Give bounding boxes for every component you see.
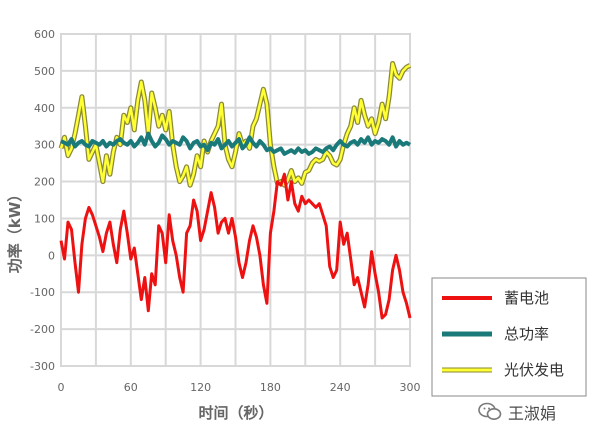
y-axis-title: 功率（kW） [6,187,24,274]
y-tick-label: -300 [30,360,55,373]
wechat-icon [478,402,502,422]
y-tick-label: 300 [34,139,55,152]
x-tick-label: 0 [58,381,65,394]
series-line-total [60,131,411,156]
x-tick-label: 180 [260,381,281,394]
series-line-pv [59,62,411,187]
x-tick-label: 240 [330,381,351,394]
legend-label-battery: 蓄电池 [504,289,549,307]
x-axis-title: 时间（秒） [198,404,273,422]
y-tick-label: 500 [34,65,55,78]
y-tick-label: 400 [34,102,55,115]
y-tick-label: 200 [34,176,55,189]
watermark-text: 王淑娟 [508,404,557,423]
x-tick-label: 60 [124,381,138,394]
series-layer [58,61,412,320]
x-tick-label: 300 [400,381,421,394]
x-tick-label: 120 [190,381,211,394]
y-tick-label: -200 [30,323,55,336]
plot-grid [60,33,411,367]
y-tick-label: 600 [34,28,55,41]
series-line-battery [59,172,412,320]
y-tick-label: 0 [48,249,55,262]
legend: 蓄电池 总功率 光伏发电 [431,277,587,397]
y-tick-label: 100 [34,212,55,225]
legend-label-total: 总功率 [504,325,549,343]
watermark: 王淑娟 [478,400,556,424]
legend-label-pv: 光伏发电 [504,361,564,379]
y-tick-label: -100 [30,286,55,299]
